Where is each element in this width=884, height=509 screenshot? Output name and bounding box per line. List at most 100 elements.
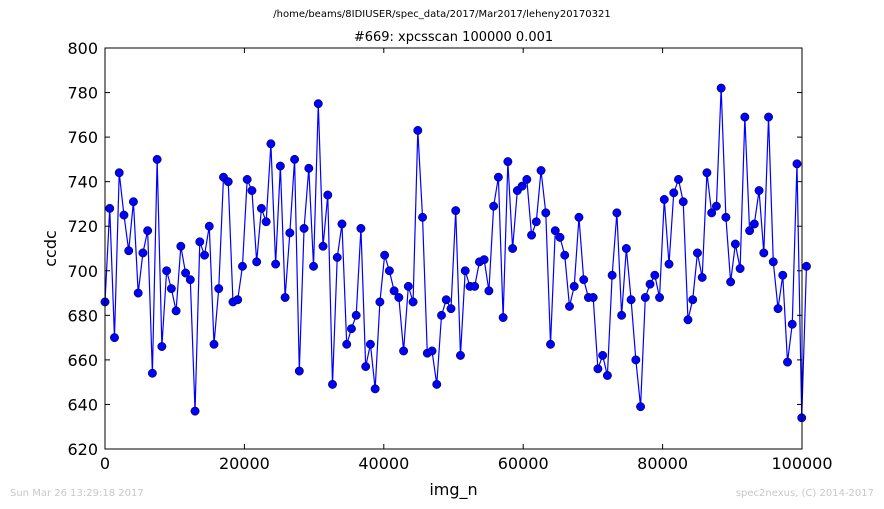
axes-frame (104, 47, 803, 450)
data-point (683, 315, 693, 325)
data-point (546, 339, 555, 349)
data-point (754, 186, 764, 196)
data-point (621, 244, 631, 253)
data-point (711, 201, 721, 211)
y-tick-label: 700 (67, 262, 98, 281)
data-point (688, 295, 698, 305)
data-point (351, 310, 361, 320)
data-point (640, 293, 650, 302)
data-point (446, 304, 456, 314)
data-point (659, 195, 669, 204)
data-point (574, 212, 584, 222)
data-point (655, 293, 664, 302)
data-point (768, 257, 778, 267)
data-point (716, 83, 726, 93)
data-point (493, 172, 503, 182)
data-point (209, 339, 219, 349)
data-point (403, 281, 413, 291)
data-point (503, 157, 513, 167)
data-point (726, 277, 736, 287)
data-point (110, 333, 119, 343)
data-point (389, 286, 399, 296)
data-point (261, 217, 271, 227)
y-tick-label: 720 (67, 217, 98, 236)
data-point (588, 293, 598, 302)
footer-credit: spec2nexus, (C) 2014-2017 (735, 488, 874, 499)
data-point (484, 286, 494, 296)
data-point (650, 270, 660, 280)
data-point (565, 301, 574, 311)
data-point (147, 368, 157, 378)
data-point (309, 261, 318, 271)
data-point (233, 295, 243, 305)
data-point (437, 310, 446, 320)
data-point (759, 248, 769, 258)
x-axis-label: img_n (429, 480, 477, 500)
data-point (124, 246, 134, 256)
data-point (266, 139, 276, 149)
data-point (290, 154, 300, 164)
data-point (631, 355, 641, 365)
data-point (541, 208, 551, 218)
data-point (778, 270, 788, 280)
data-point (271, 259, 281, 269)
y-tick-label: 740 (67, 173, 98, 192)
data-point (361, 362, 371, 372)
data-point (323, 190, 333, 200)
data-point (171, 306, 181, 316)
x-tick-label: 40000 (358, 454, 409, 473)
x-tick-label: 100000 (771, 454, 832, 473)
data-point (280, 293, 290, 302)
data-point (432, 379, 442, 389)
data-point (200, 250, 209, 260)
data-point (223, 177, 233, 187)
data-point (602, 371, 612, 380)
data-point (408, 297, 418, 307)
data-file-path: /home/beams/8IDIUSER/spec_data/2017/Mar2… (273, 9, 611, 20)
data-point (730, 239, 740, 249)
data-point (674, 174, 683, 184)
data-point (399, 346, 409, 356)
data-point (114, 168, 124, 178)
data-point (783, 357, 792, 367)
data-point (252, 257, 262, 267)
data-point (119, 210, 129, 220)
y-tick-label: 620 (67, 440, 98, 459)
data-point (536, 166, 546, 175)
data-point (162, 266, 172, 276)
data-point (479, 255, 489, 265)
chart-title: #669: xpcsscan 100000 0.001 (353, 30, 554, 45)
data-point (569, 281, 579, 291)
data-point (299, 224, 309, 233)
data-point (550, 226, 560, 236)
data-point (181, 268, 191, 278)
data-point (735, 264, 745, 273)
data-point (328, 379, 337, 389)
data-point (375, 297, 385, 307)
data-point (427, 346, 437, 356)
data-point (275, 161, 285, 171)
data-point (313, 99, 323, 109)
data-point (128, 197, 138, 207)
data-point (636, 402, 646, 412)
x-tick-label: 0 (100, 454, 110, 473)
data-point (394, 293, 404, 302)
data-point (787, 319, 797, 329)
x-tick-label: 60000 (498, 454, 549, 473)
data-point (105, 203, 115, 213)
data-point (152, 154, 162, 164)
data-point (607, 270, 617, 280)
data-point (356, 224, 366, 233)
data-point (707, 208, 717, 218)
data-point (456, 350, 465, 360)
data-point (380, 250, 390, 260)
y-tick-label: 660 (67, 351, 98, 370)
data-point (764, 112, 773, 122)
data-point (190, 406, 200, 416)
data-point (332, 252, 342, 262)
plot-marks (100, 83, 811, 423)
data-point (418, 212, 428, 222)
data-point (664, 259, 674, 269)
data-point (612, 208, 622, 218)
